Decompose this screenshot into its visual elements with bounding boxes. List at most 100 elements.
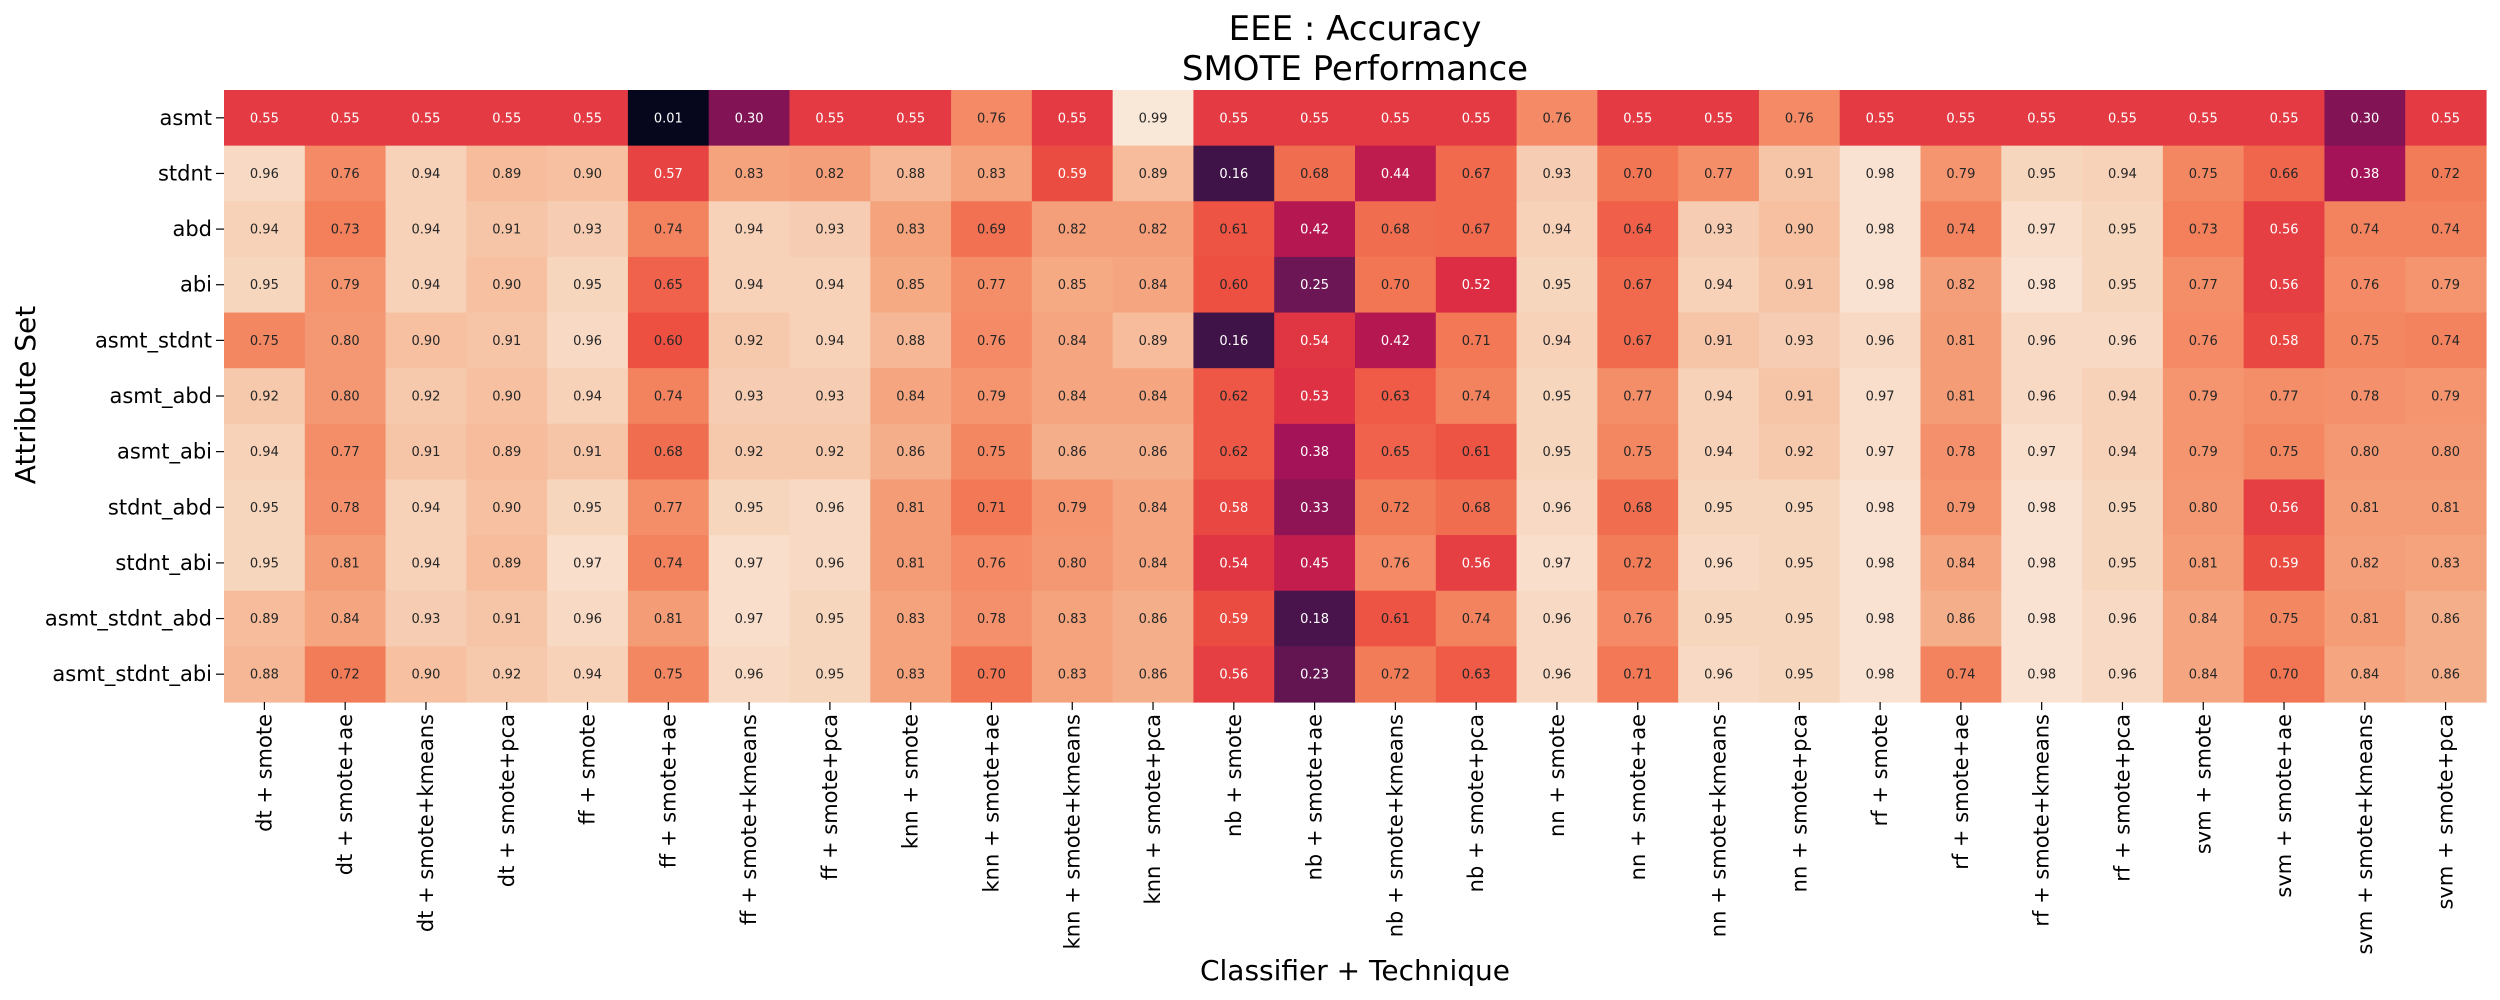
heatmap-cell — [870, 368, 952, 425]
heatmap-cell — [385, 90, 467, 147]
cell-value-label: 0.98 — [2027, 612, 2056, 627]
x-axis-label: Classifier + Technique — [1200, 954, 1510, 987]
cell-value-label: 0.61 — [1462, 445, 1491, 460]
heatmap-cell — [708, 646, 791, 703]
cell-value-label: 0.67 — [1623, 278, 1652, 293]
cell-value-label: 0.94 — [1704, 278, 1733, 293]
cell-value-label: 0.92 — [815, 445, 844, 460]
cell-value-label: 0.55 — [492, 111, 521, 126]
heatmap-cell — [1839, 590, 1922, 647]
cell-value-label: 0.86 — [896, 445, 925, 460]
heatmap-cell — [1678, 423, 1760, 481]
cell-value-label: 0.95 — [815, 668, 844, 683]
y-tick-label: asmt_abd — [109, 384, 212, 409]
heatmap-cell — [789, 90, 871, 147]
heatmap-cell — [1274, 423, 1356, 481]
cell-value-label: 0.76 — [1785, 111, 1814, 126]
cell-value-label: 0.86 — [1139, 612, 1168, 627]
heatmap-cell — [2001, 423, 2083, 481]
cell-value-label: 0.86 — [1139, 445, 1168, 460]
cell-value-label: 0.96 — [735, 668, 764, 683]
heatmap-cell — [1839, 423, 1922, 481]
cell-value-label: 0.16 — [1219, 167, 1248, 182]
heatmap-cell — [1597, 256, 1679, 314]
y-tick-label: asmt_stdnt — [95, 328, 212, 353]
cell-value-label: 0.55 — [1219, 111, 1248, 126]
heatmap-cell — [627, 590, 710, 647]
cell-value-label: 0.97 — [2027, 223, 2056, 238]
heatmap-cell — [1920, 145, 2002, 202]
heatmap-cell — [466, 646, 548, 703]
heatmap-cell — [1516, 312, 1598, 369]
x-tick-label: knn + smote+pca — [1141, 714, 1165, 904]
cell-value-label: 0.96 — [2108, 668, 2137, 683]
heatmap-cell — [1435, 423, 1518, 481]
heatmap-cell — [2162, 256, 2245, 314]
cell-value-label: 0.82 — [1139, 223, 1168, 238]
heatmap-cell — [1678, 145, 1760, 202]
heatmap-cell — [385, 312, 467, 369]
cell-value-label: 0.84 — [1946, 556, 1975, 571]
y-tick-label: abd — [172, 217, 212, 241]
cell-value-label: 0.96 — [1542, 501, 1571, 516]
x-tick-labels: dt + smote dt + smote+ae dt + smote+kmeans… — [252, 702, 2458, 954]
cell-value-label: 0.54 — [1219, 556, 1248, 571]
heatmap-cell — [1112, 646, 1195, 703]
heatmap-cell — [1839, 479, 1922, 536]
cell-value-label: 0.92 — [1785, 445, 1814, 460]
cell-value-label: 0.96 — [1866, 334, 1895, 349]
cell-value-label: 0.75 — [977, 445, 1006, 460]
heatmap-cell — [2243, 590, 2326, 647]
x-tick-label: dt + smote+kmeans — [414, 714, 438, 932]
cell-value-label: 0.70 — [1623, 167, 1652, 182]
cell-value-label: 0.76 — [1381, 556, 1410, 571]
cell-value-label: 0.83 — [896, 612, 925, 627]
heatmap-cell — [2405, 535, 2487, 592]
heatmap-cell — [1355, 479, 1437, 536]
heatmap-cell — [1355, 646, 1437, 703]
heatmap-cell — [304, 368, 387, 425]
cell-value-label: 0.99 — [1139, 111, 1168, 126]
heatmap-cell — [2405, 256, 2487, 314]
heatmap-cell — [2243, 479, 2326, 536]
heatmap-cell — [1839, 368, 1922, 425]
x-tick-label: rf + smote+ae — [1949, 714, 1973, 870]
cell-value-label: 0.33 — [1300, 501, 1329, 516]
heatmap-cell — [789, 479, 871, 536]
cell-value-label: 0.55 — [1623, 111, 1652, 126]
cell-value-label: 0.90 — [492, 278, 521, 293]
heatmap-cell — [547, 256, 629, 314]
heatmap-cell — [2001, 145, 2083, 202]
heatmap-cell — [385, 590, 467, 647]
x-tick-label: ff + smote+ae — [656, 714, 680, 868]
cell-value-label: 0.59 — [2270, 556, 2299, 571]
heatmap-cell — [2324, 145, 2406, 202]
heatmap-cell — [1516, 423, 1598, 481]
cell-value-label: 0.84 — [1058, 390, 1087, 405]
cell-value-label: 0.74 — [654, 390, 683, 405]
y-tick-label: abi — [180, 273, 212, 297]
heatmap-cell — [466, 423, 548, 481]
heatmap-cell — [547, 90, 629, 147]
heatmap-cell — [708, 479, 791, 536]
heatmap-cell — [2324, 646, 2406, 703]
heatmap-cell — [1355, 423, 1437, 481]
cell-value-label: 0.98 — [1866, 501, 1895, 516]
heatmap-cell — [2162, 590, 2245, 647]
cell-value-label: 0.60 — [1219, 278, 1248, 293]
cell-value-label: 0.55 — [1704, 111, 1733, 126]
heatmap-cell — [1435, 479, 1518, 536]
heatmap-cell — [951, 479, 1033, 536]
heatmap-cell — [2162, 145, 2245, 202]
cell-value-label: 0.94 — [2108, 167, 2137, 182]
heatmap-cell — [224, 145, 306, 202]
y-tick-label: stdnt — [158, 161, 212, 185]
heatmap-cell — [2162, 368, 2245, 425]
heatmap-cell — [951, 90, 1033, 147]
heatmap-cell — [1839, 312, 1922, 369]
cell-value-label: 0.77 — [2270, 390, 2299, 405]
cell-value-label: 0.88 — [896, 167, 925, 182]
cell-value-label: 0.70 — [1381, 278, 1410, 293]
cell-value-label: 0.95 — [1704, 501, 1733, 516]
